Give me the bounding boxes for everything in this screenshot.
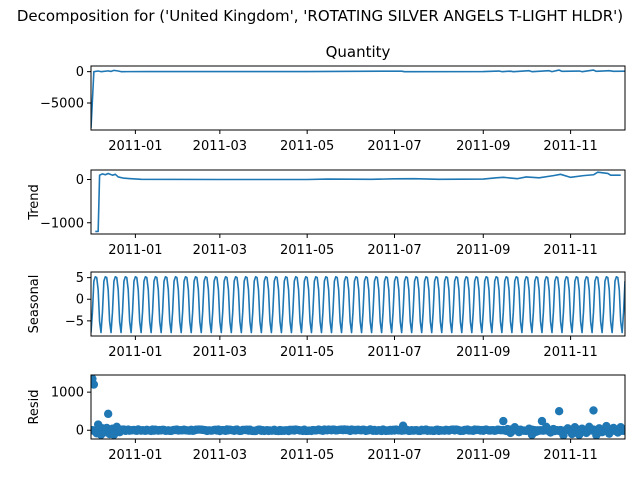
series-line: [95, 171, 621, 233]
resid-point: [559, 430, 568, 439]
x-tick-label: 2011-07: [367, 243, 421, 258]
x-tick-label: 2011-03: [193, 345, 247, 360]
axes-frame: [90, 169, 626, 235]
x-tick-label: 2011-11: [543, 345, 597, 360]
resid-point: [116, 425, 126, 435]
x-tick-label: 2011-01: [108, 448, 162, 463]
y-tick-label: 0: [76, 293, 84, 308]
x-tick-label: 2011-09: [456, 345, 510, 360]
panel-4: 1000 0 2011-01 2011-03 2011-05 2011-07 2011-09…: [27, 374, 626, 463]
resid-point: [605, 429, 614, 438]
resid-point: [91, 380, 99, 389]
x-tick-label: 2011-05: [280, 243, 334, 258]
x-tick-label: 2011-03: [193, 448, 247, 463]
axes-frame: [90, 271, 626, 337]
x-tick-label: 2011-05: [280, 448, 334, 463]
y-tick-label: −1000: [40, 216, 84, 231]
plot-area: [91, 275, 625, 334]
axes-frame: [90, 374, 626, 440]
y-tick-label: 0: [76, 65, 84, 80]
series-line: [91, 69, 625, 129]
plot-area: [95, 171, 621, 233]
plot-area: [91, 69, 625, 129]
x-tick-label: 2011-05: [280, 345, 334, 360]
y-tick-label: 0: [76, 173, 84, 188]
resid-point: [549, 424, 558, 434]
x-tick-label: 2011-11: [543, 448, 597, 463]
y-tick-label: 0: [76, 424, 84, 439]
plot-area: [91, 375, 625, 439]
resid-point: [585, 422, 594, 432]
x-tick-label: 2011-09: [456, 243, 510, 258]
x-tick-label: 2011-01: [108, 345, 162, 360]
y-tick-label: −5: [65, 314, 84, 329]
resid-point: [619, 425, 625, 434]
resid-point: [567, 429, 577, 439]
x-tick-label: 2011-11: [543, 243, 597, 258]
x-tick-label: 2011-01: [108, 243, 162, 258]
x-tick-label: 2011-03: [193, 243, 247, 258]
resid-point: [554, 406, 564, 416]
resid-point: [103, 409, 113, 419]
resid-point: [537, 416, 547, 426]
y-tick-label: 5: [76, 271, 84, 286]
y-tick-label: −5000: [40, 97, 84, 112]
resid-point: [589, 406, 598, 415]
resid-point: [499, 416, 508, 426]
x-tick-label: 2011-03: [193, 139, 247, 154]
y-axis-label: Seasonal: [27, 275, 42, 334]
resid-point: [514, 427, 524, 437]
y-axis-label: Trend: [27, 184, 42, 221]
y-tick-label: 1000: [51, 386, 84, 401]
x-tick-label: 2011-07: [367, 345, 421, 360]
resid-point: [602, 421, 611, 431]
resid-point: [542, 422, 551, 432]
y-axis-label: Resid: [27, 389, 42, 424]
resid-point: [398, 421, 408, 430]
x-tick-label: 2011-01: [108, 139, 162, 154]
resid-point: [506, 428, 515, 438]
figure-suptitle: Decomposition for ('United Kingdom', 'RO…: [17, 7, 623, 25]
x-tick-label: 2011-07: [367, 139, 421, 154]
series-line: [91, 275, 625, 334]
resid-point: [563, 424, 572, 433]
resid-point: [597, 427, 607, 437]
x-tick-label: 2011-05: [280, 139, 334, 154]
panel-title: Quantity: [326, 43, 391, 61]
x-tick-label: 2011-07: [367, 448, 421, 463]
x-tick-label: 2011-09: [456, 139, 510, 154]
resid-point: [570, 422, 580, 432]
axes-frame: [90, 65, 626, 131]
panel-3: 5 0 −5 2011-01 2011-03 2011-05 2011-07 2011-09 2…: [27, 271, 626, 360]
panel-1: 0 −5000 2011-01 2011-03 2011-05 2011-07 2011-0…: [40, 43, 626, 154]
x-tick-label: 2011-09: [456, 448, 510, 463]
resid-point: [532, 427, 541, 436]
panel-2: 0 −1000 2011-01 2011-03 2011-05 2011-07 2011-0…: [27, 169, 626, 258]
x-tick-label: 2011-11: [543, 139, 597, 154]
